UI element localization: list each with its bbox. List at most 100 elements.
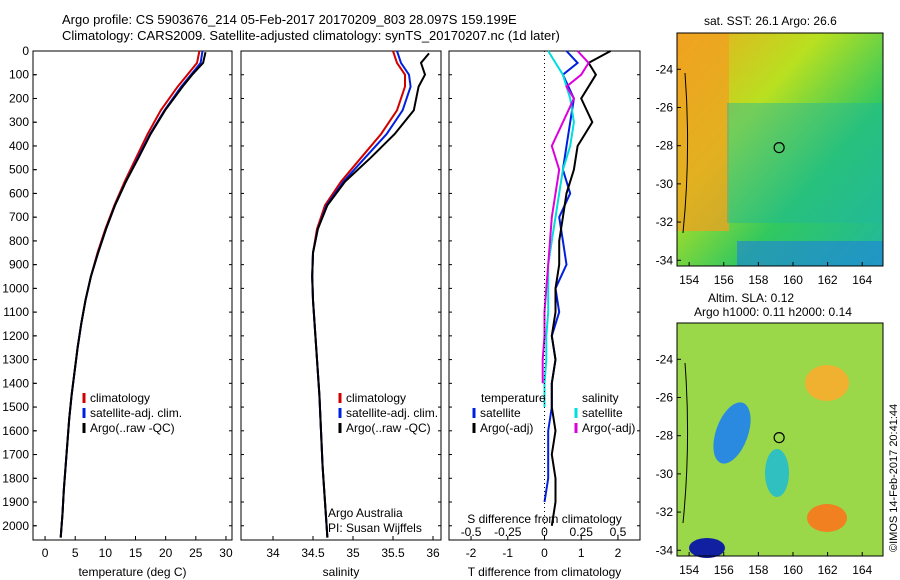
top-x-axis-label: S difference from climatology (467, 512, 622, 526)
map-x-tick-label: 164 (852, 273, 872, 287)
depth-tick-label: 1200 (2, 329, 29, 343)
top-x-tick-label: 0.25 (570, 525, 594, 539)
figure-title-line2: Climatology: CARS2009. Satellite-adjuste… (62, 28, 560, 43)
sla-high (805, 365, 849, 401)
map-frame (676, 322, 884, 557)
map-x-tick-label: 158 (748, 273, 768, 287)
x-axis-label: salinity (323, 565, 360, 579)
depth-tick-label: 300 (9, 115, 29, 129)
series-line-argorawqc (311, 52, 430, 538)
map-x-tick-label: 158 (748, 563, 768, 577)
map-y-tick-label: -32 (656, 215, 674, 229)
map-y-tick-label: -28 (656, 139, 674, 153)
top-x-tick-label: 0 (541, 525, 548, 539)
map-x-tick-label: 162 (818, 563, 838, 577)
depth-tick-label: 1800 (2, 471, 29, 485)
cool-region (727, 103, 883, 223)
legend-label: Argo(-adj) (582, 421, 635, 435)
x-tick-label: 0 (42, 546, 49, 560)
x-tick-label: 36 (426, 546, 440, 560)
sla-deep-low (689, 538, 725, 558)
legend-label: satellite (480, 406, 521, 420)
depth-tick-label: 0 (22, 44, 29, 58)
salinity-annotation-line2: PI: Susan Wijffels (328, 521, 422, 535)
x-tick-label: 35.5 (381, 546, 405, 560)
x-tick-label: 30 (219, 546, 233, 560)
series-line-satelliteadjclim (59, 50, 204, 538)
map-x-tick-label: 154 (679, 273, 699, 287)
x-tick-label: 15 (129, 546, 143, 560)
map-x-tick-label: 162 (818, 273, 838, 287)
series-line-climatology (59, 50, 201, 538)
x-tick-label: 2 (615, 546, 622, 560)
sst-map (677, 33, 883, 266)
sla-high (807, 504, 847, 532)
depth-tick-label: 1700 (2, 448, 29, 462)
top-x-tick-label: 0.5 (610, 525, 627, 539)
top-x-tick-label: -0.25 (494, 525, 522, 539)
map-x-tick-label: 164 (852, 563, 872, 577)
argo-position-marker (773, 431, 785, 444)
x-tick-label: -1 (502, 546, 513, 560)
series-line-argoadj (550, 50, 612, 526)
depth-tick-label: 700 (9, 210, 29, 224)
x-tick-label: 0 (541, 546, 548, 560)
depth-tick-label: 800 (9, 234, 29, 248)
series-line-satelliteadjclim (311, 50, 412, 538)
credit-vertical: ©IMOS 14-Feb-2017 20:41:44 (888, 403, 900, 552)
map-y-tick-label: -24 (656, 62, 674, 76)
legend-title-salinity: salinity (582, 391, 619, 405)
map-x-tick-label: 154 (679, 563, 699, 577)
map-y-tick-label: -26 (656, 100, 674, 114)
map-x-tick-label: 156 (714, 563, 734, 577)
sla-low (765, 449, 789, 497)
map-sla-title-line2: Argo h1000: 0.11 h2000: 0.14 (694, 305, 852, 319)
top-x-tick-label: -0.5 (461, 525, 482, 539)
x-axis-label: temperature (deg C) (78, 565, 186, 579)
depth-tick-label: 200 (9, 91, 29, 105)
depth-tick-label: 100 (9, 68, 29, 82)
legend-title-temperature: temperature (481, 391, 546, 405)
series-line-argorawqc (59, 51, 207, 538)
x-tick-label: 34 (266, 546, 280, 560)
panel-frame (32, 50, 233, 541)
series-line-satellite (543, 50, 580, 503)
map-x-tick-label: 160 (783, 563, 803, 577)
map-y-tick-label: -26 (656, 390, 674, 404)
series-line-satellite (543, 50, 575, 408)
depth-tick-label: 1400 (2, 376, 29, 390)
map-y-tick-label: -32 (656, 505, 674, 519)
x-tick-label: -2 (466, 546, 477, 560)
x-tick-label: 25 (189, 546, 203, 560)
coastline (682, 362, 689, 524)
series-line-argoadj (541, 50, 590, 384)
series-line-climatology (311, 50, 406, 538)
legend-label: Argo(-adj) (480, 421, 533, 435)
map-sst-title: sat. SST: 26.1 Argo: 26.6 (704, 14, 837, 28)
legend-label: satellite-adj. clim. (90, 406, 182, 420)
map-y-tick-label: -34 (656, 543, 674, 557)
legend-label: satellite (582, 406, 623, 420)
legend-label: climatology (346, 391, 406, 405)
sla-map (677, 323, 883, 558)
warm-coastal-band (677, 33, 729, 231)
depth-tick-label: 400 (9, 139, 29, 153)
x-tick-label: 5 (72, 546, 79, 560)
depth-tick-label: 600 (9, 186, 29, 200)
map-x-tick-label: 156 (714, 273, 734, 287)
x-tick-label: 35 (346, 546, 360, 560)
map-y-tick-label: -34 (656, 253, 674, 267)
map-y-tick-label: -30 (656, 177, 674, 191)
cold-region (737, 241, 883, 266)
depth-tick-label: 1600 (2, 424, 29, 438)
legend-label: Argo(..raw -QC) (90, 421, 175, 435)
x-tick-label: 34.5 (301, 546, 325, 560)
depth-tick-label: 1100 (3, 305, 29, 319)
sla-field (677, 323, 883, 556)
legend-label: Argo(..raw -QC) (346, 421, 431, 435)
coastline (682, 72, 689, 234)
x-tick-label: 10 (99, 546, 113, 560)
map-y-tick-label: -24 (656, 352, 674, 366)
depth-tick-label: 1000 (2, 281, 29, 295)
